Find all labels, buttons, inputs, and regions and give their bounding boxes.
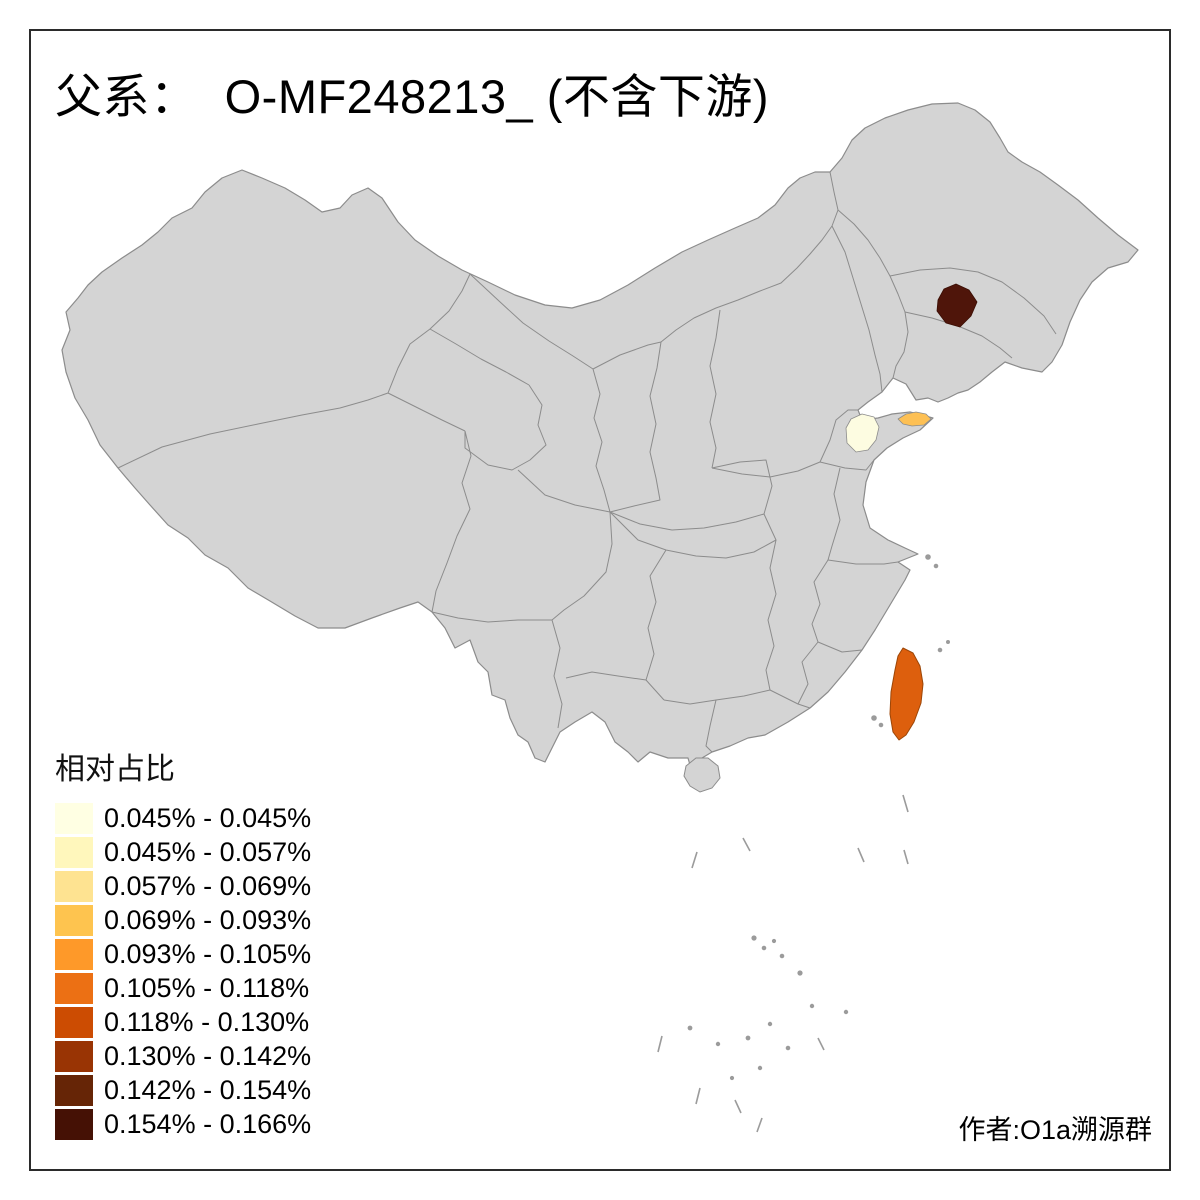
legend-label: 0.142% - 0.154% — [104, 1074, 312, 1105]
dash-line — [857, 847, 865, 863]
island-dot — [771, 938, 777, 944]
dash-line — [903, 849, 909, 865]
island-dot — [715, 1041, 721, 1047]
region-shandong-west — [845, 413, 880, 453]
dash-line — [657, 1035, 663, 1053]
island-dot — [809, 1003, 815, 1009]
legend: 相对占比 0.045% - 0.045% 0.045% - 0.057% 0.0… — [55, 744, 311, 1142]
region-shandong-peninsula — [897, 411, 932, 427]
legend-item: 0.045% - 0.045% — [55, 802, 311, 834]
dash-line — [756, 1117, 763, 1133]
legend-swatch — [55, 1006, 93, 1038]
island-dot — [937, 647, 943, 653]
legend-item: 0.105% - 0.118% — [55, 972, 311, 1004]
island-dot — [729, 1075, 735, 1081]
legend-swatch — [55, 870, 93, 902]
island-dot — [878, 722, 884, 728]
legend-item: 0.154% - 0.166% — [55, 1108, 311, 1140]
island-dot — [785, 1045, 791, 1051]
legend-label: 0.093% - 0.105% — [104, 938, 312, 969]
internal-province-borders — [117, 171, 1057, 753]
legend-item: 0.045% - 0.057% — [55, 836, 311, 868]
legend-swatch — [55, 1040, 93, 1072]
page-title: 父系： O-MF248213_ (不含下游) — [55, 70, 770, 123]
author-credit: 作者:O1a溯源群 — [958, 1115, 1152, 1145]
island-dot — [761, 945, 767, 951]
legend-label: 0.118% - 0.130% — [104, 1006, 310, 1037]
island-dot — [871, 715, 877, 721]
legend-swatch — [55, 972, 93, 1004]
legend-label: 0.045% - 0.057% — [104, 836, 312, 867]
legend-label: 0.045% - 0.045% — [104, 802, 312, 833]
legend-label: 0.154% - 0.166% — [104, 1108, 312, 1139]
legend-label: 0.105% - 0.118% — [104, 972, 310, 1003]
island-dot — [767, 1021, 773, 1027]
region-jilin-central — [936, 283, 978, 328]
legend-item: 0.093% - 0.105% — [55, 938, 311, 970]
dash-line — [902, 794, 909, 813]
island-dot — [797, 970, 803, 976]
legend-swatch — [55, 938, 93, 970]
island-dot — [945, 639, 950, 644]
highlighted-regions — [845, 283, 978, 741]
legend-item: 0.118% - 0.130% — [55, 1006, 311, 1038]
island-dot — [925, 554, 931, 560]
island-dot — [757, 1065, 763, 1071]
hainan-island — [683, 757, 721, 793]
island-dot — [843, 1009, 849, 1015]
legend-title: 相对占比 — [55, 753, 175, 786]
legend-swatch — [55, 802, 93, 834]
dash-line — [695, 1087, 701, 1105]
island-dot — [745, 1035, 751, 1041]
region-taiwan — [889, 647, 924, 741]
legend-item: 0.130% - 0.142% — [55, 1040, 311, 1072]
legend-item: 0.069% - 0.093% — [55, 904, 311, 936]
mainland-base — [61, 102, 1139, 793]
dash-line — [742, 837, 751, 852]
dash-line — [817, 1037, 825, 1051]
legend-item: 0.057% - 0.069% — [55, 870, 311, 902]
dash-line — [734, 1099, 742, 1114]
legend-label: 0.069% - 0.093% — [104, 904, 312, 935]
legend-swatch — [55, 1074, 93, 1106]
dash-line — [691, 851, 698, 869]
legend-swatch — [55, 904, 93, 936]
island-dot — [779, 953, 785, 959]
legend-label: 0.057% - 0.069% — [104, 870, 312, 901]
island-dot — [751, 935, 757, 941]
island-dot — [687, 1025, 693, 1031]
legend-swatch — [55, 836, 93, 868]
island-dot — [933, 563, 939, 569]
legend-item: 0.142% - 0.154% — [55, 1074, 311, 1106]
legend-label: 0.130% - 0.142% — [104, 1040, 312, 1071]
legend-swatch — [55, 1108, 93, 1140]
south-china-sea-marks — [657, 554, 950, 1133]
